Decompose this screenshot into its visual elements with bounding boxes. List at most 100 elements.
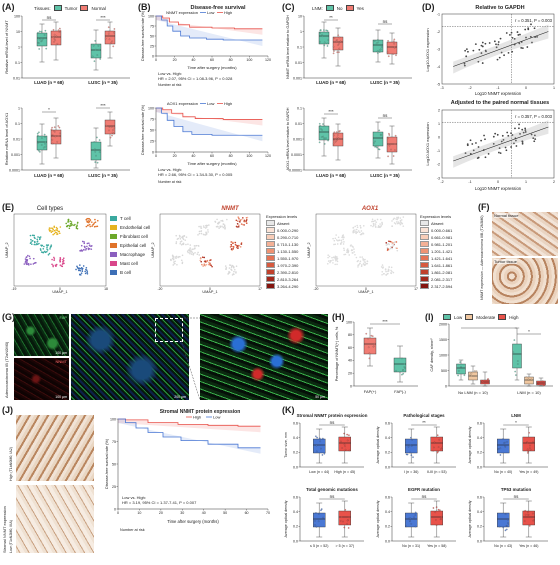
d-top-point: [465, 48, 468, 51]
umap-cell-point: [55, 263, 58, 266]
umap-nnmt-point: [239, 246, 242, 248]
umap-aox1-point: [395, 218, 397, 220]
umap-nnmt-point: [235, 225, 238, 228]
umap-aox1-point: [343, 241, 345, 243]
k-sub-box-a-point: [507, 521, 509, 524]
umap-nnmt-point: [221, 225, 223, 228]
d-bot-fit: [453, 126, 549, 162]
umap-cell-point: [49, 248, 51, 250]
umap-cell-point: [87, 221, 90, 224]
h-ytick-label: 0: [350, 384, 352, 388]
d-top-point: [525, 36, 527, 39]
umap-aox1-point: [354, 253, 356, 256]
umap-aox1-point: [360, 233, 363, 236]
umap-aox1-point: [363, 261, 366, 263]
umap-nnmt-point: [200, 257, 202, 260]
umap-cell-point: [52, 228, 54, 231]
legend-yes: Yes: [356, 5, 364, 11]
k-sub-title: Total genomic mutations: [306, 487, 358, 492]
panel-c: (C) LNM: No Yes 10 1 0.1 0.01 0.001 NNMT mRNA…: [280, 0, 420, 200]
aox1-level-label: 1.861-2.081: [431, 269, 453, 275]
k-sub-box-b-point: [524, 513, 527, 516]
umap-nnmt-point: [171, 254, 174, 257]
umap-aox1-point: [357, 230, 360, 232]
k-sub3-ytick-label: 0.2: [293, 525, 298, 529]
d-bot-point: [515, 139, 517, 142]
d-top-point: [517, 34, 520, 36]
if-merge-image: 200 μm: [71, 314, 189, 400]
umap-nnmt-point: [234, 241, 237, 244]
umap-cell-point: [87, 217, 90, 220]
c-bot-sig2-text: ns: [383, 113, 389, 118]
panel-e-umaps: UMAP_1 UMAP_2 -19 0 18 UMAP_1 UMAP_2 -20 0 17 UMAP…: [5, 213, 418, 294]
d-bot-point: [510, 146, 512, 148]
k-sub-box-b-point: [342, 520, 344, 523]
umap-nnmt-point: [214, 220, 216, 223]
a-luad-tumor-b-point: [41, 137, 43, 139]
d-top-point: [484, 42, 487, 45]
umap-aox1-point: [338, 239, 340, 241]
umap-nnmt-xtick: -20: [158, 287, 163, 291]
k-sub-sig-text: ns: [330, 494, 336, 499]
k-sub-xcat: Yes (n = 46): [519, 544, 538, 548]
b-km1-ytick-label: 0: [152, 54, 154, 58]
if-fap-caption: FAP: [59, 315, 67, 320]
umap-nnmt-point: [234, 243, 237, 246]
b-km2-high-ci: [156, 108, 263, 126]
umap-cell-point: [46, 250, 48, 253]
d-bot-point: [533, 140, 536, 143]
moderate-swatch: [465, 314, 474, 320]
umap-nnmt-point: [208, 261, 211, 264]
umap-nnmt-point: [189, 248, 191, 250]
umap-cell-point: [60, 265, 63, 267]
a-luad-normal-point: [56, 43, 59, 45]
umap-nnmt-point: [184, 239, 187, 241]
a-luad-normal-point: [53, 41, 55, 43]
umap-nnmt-point: [205, 226, 208, 228]
umap-nnmt-point: [237, 225, 240, 228]
k-sub-sig-text: ns: [514, 494, 520, 499]
panel-i-legend: Low Moderate High: [443, 314, 519, 320]
celltype-label: T cell: [120, 216, 131, 221]
aox1-level-label: 0.000-0.661: [431, 227, 453, 233]
nnmt-level-swatch: [266, 248, 275, 254]
umap-nnmt-point: [205, 263, 208, 266]
aox1-level-swatch: [420, 220, 429, 226]
umap-nnmt-point: [175, 234, 178, 237]
umap-aox1-point: [394, 241, 397, 243]
umap-nnmt-point: [239, 219, 242, 221]
c-luad-no-point: [319, 29, 322, 32]
umap-aox1-point: [343, 249, 345, 252]
i-ytick-label: 1500: [439, 338, 447, 342]
c-luad-yes-b-point: [334, 141, 337, 143]
umap-cell-point: [80, 274, 82, 276]
legend-normal: Normal: [91, 5, 106, 11]
umap-aox1-point: [336, 256, 338, 258]
umap-cell-point: [25, 259, 28, 262]
umap-nnmt-point: [232, 266, 235, 269]
umap-nnmt-point: [182, 242, 185, 245]
nnmt-level-item: 1.970-2.390: [266, 262, 298, 268]
i-nolnm-low-point: [463, 374, 466, 377]
k-sub-box-b-point: [346, 433, 348, 436]
b-km1-ytick-label: 75: [150, 24, 154, 28]
umap-cell-point: [23, 263, 26, 265]
j-xtick-label: 60: [245, 511, 249, 515]
b-km2-high-curve: [156, 107, 263, 120]
a-luad-normal-box: [50, 30, 62, 46]
d-top-point: [531, 41, 533, 44]
umap-cell-point: [52, 264, 54, 267]
panel-e-label: (E): [2, 202, 14, 212]
umap-cell-point: [89, 225, 92, 228]
j-stat2: HR = 3.19, 95% CI = 1.37-7.41, P = 0.007: [122, 500, 197, 505]
d-bot-point: [464, 152, 467, 155]
d-top-point: [477, 60, 480, 63]
a-top-sig1-text: ns: [47, 15, 53, 20]
k-sub2-ytick-label: 0.2: [477, 451, 482, 455]
k-sub-box-a-point: [409, 517, 412, 520]
k-sub-box-a-point: [411, 438, 413, 441]
a-luad-tumor-b-point: [40, 144, 43, 146]
umap-aox1-point: [357, 259, 360, 262]
k-sub-box-a-point: [503, 442, 505, 444]
b-km2-xtick-label: 20: [173, 154, 177, 158]
